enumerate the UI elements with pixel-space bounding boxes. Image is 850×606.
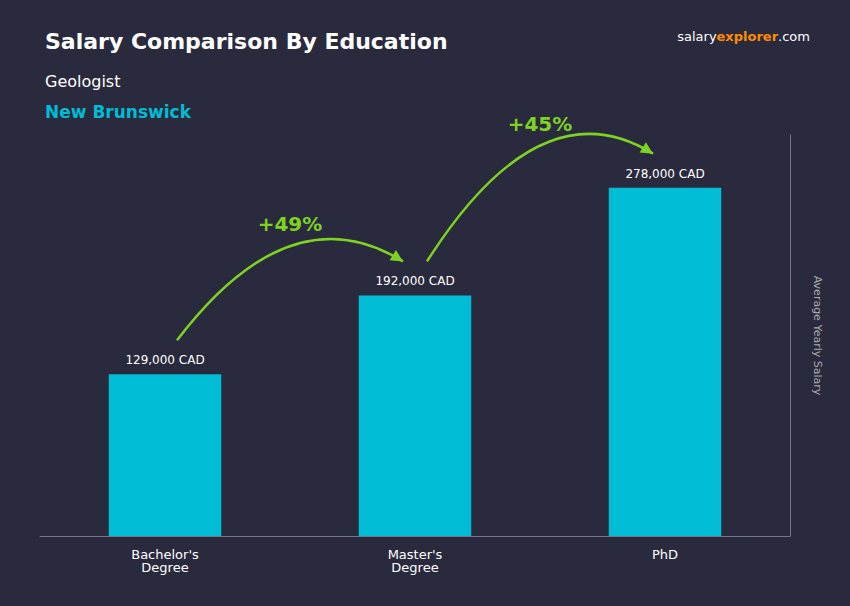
svg-text:Bachelor's: Bachelor's <box>131 547 199 562</box>
svg-text:Geologist: Geologist <box>45 72 120 91</box>
svg-text:+49%: +49% <box>258 212 323 236</box>
svg-text:.com: .com <box>778 29 810 44</box>
svg-text:278,000 CAD: 278,000 CAD <box>625 167 704 181</box>
svg-text:129,000 CAD: 129,000 CAD <box>125 353 204 367</box>
svg-text:Salary Comparison By Education: Salary Comparison By Education <box>45 29 448 54</box>
svg-text:Average Yearly Salary: Average Yearly Salary <box>811 276 824 396</box>
svg-text:+45%: +45% <box>508 112 573 136</box>
svg-text:192,000 CAD: 192,000 CAD <box>375 274 454 288</box>
svg-text:Degree: Degree <box>391 560 438 575</box>
svg-text:PhD: PhD <box>652 547 678 562</box>
svg-text:explorer: explorer <box>717 29 779 44</box>
svg-text:New Brunswick: New Brunswick <box>45 102 192 122</box>
svg-text:salary: salary <box>677 29 717 44</box>
svg-text:Degree: Degree <box>141 560 188 575</box>
svg-text:Master's: Master's <box>387 547 443 562</box>
